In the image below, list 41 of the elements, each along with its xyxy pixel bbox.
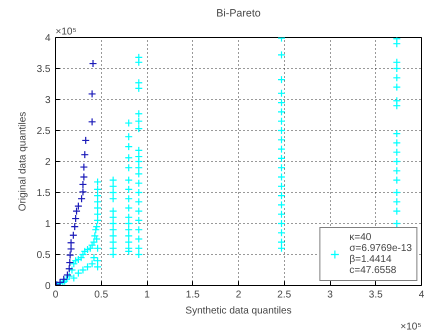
- point: [80, 172, 88, 182]
- annotation: ×10⁵: [56, 26, 77, 38]
- y-tick-label: 4: [44, 33, 51, 44]
- point: [78, 188, 88, 196]
- point: [80, 162, 88, 172]
- chart-title: Bi-Pareto: [216, 8, 261, 20]
- point: [80, 150, 89, 159]
- x-tick-label: 3: [327, 290, 334, 300]
- text: ×10⁵: [400, 322, 422, 332]
- point: [69, 231, 78, 240]
- point: [88, 59, 98, 68]
- point: [82, 136, 90, 145]
- point: [66, 238, 76, 247]
- x-tick-label: 0.5: [94, 290, 109, 300]
- point: [72, 214, 80, 223]
- x-axis-title: Synthetic data quantiles: [185, 306, 292, 316]
- legend-label: κ=40 σ=6.9769e-13 β=1.4414 c=47.6558: [349, 232, 412, 276]
- x-tick-label: 3.5: [368, 290, 384, 300]
- y-axis-title: Original data quantiles: [18, 112, 29, 212]
- y-tick-label: 3: [44, 95, 51, 106]
- x-tick-label: 0: [52, 290, 59, 300]
- point: [78, 180, 88, 189]
- point: [66, 244, 76, 254]
- y-tick-label: 2.5: [36, 126, 51, 137]
- point: [70, 222, 79, 231]
- point: [88, 90, 96, 98]
- x-tick-label: 2.5: [277, 290, 292, 300]
- point: [88, 118, 96, 126]
- x-tick-label: 1: [144, 290, 150, 300]
- y-tick-label: 1.5: [36, 188, 51, 199]
- point: [66, 258, 74, 267]
- y-tick-label: 2: [44, 157, 51, 168]
- x-tick-label: 2: [236, 290, 242, 300]
- point: [77, 194, 86, 203]
- y-tick-label: 0.5: [36, 250, 51, 261]
- point: [66, 251, 74, 260]
- x-tick-label: 1.5: [186, 290, 200, 300]
- y-tick-label: 3.5: [36, 64, 51, 75]
- y-tick-label: 1: [44, 219, 51, 230]
- x-tick-label: 4: [418, 290, 425, 300]
- y-tick-label: 0: [44, 281, 51, 292]
